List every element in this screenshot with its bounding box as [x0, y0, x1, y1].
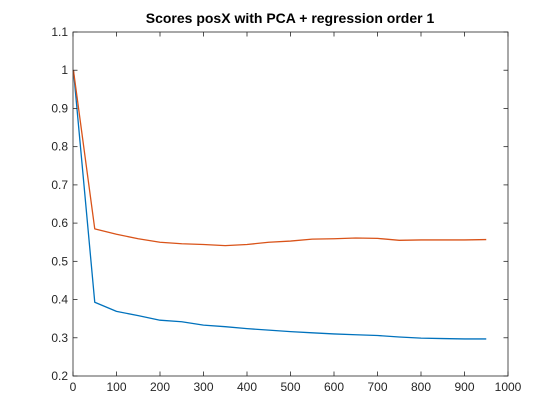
- series-2-point: [311, 238, 314, 241]
- series-1-point: [115, 310, 118, 313]
- series-2-point: [180, 242, 183, 245]
- series-2-line: [72, 70, 487, 247]
- series-1-point: [224, 325, 227, 328]
- x-tick-label: 800: [411, 380, 431, 394]
- series-1-point: [311, 331, 314, 334]
- series-1-point: [485, 337, 488, 340]
- series-2-point: [354, 237, 357, 240]
- series-2-point: [289, 240, 292, 243]
- series-1-point: [463, 337, 466, 340]
- series-2-point: [137, 237, 140, 240]
- series-2-point: [202, 243, 205, 246]
- series-1-point: [159, 319, 162, 322]
- series-1-point: [420, 337, 423, 340]
- plot-area: [73, 32, 508, 376]
- y-tick-label: 1: [61, 63, 68, 77]
- series-1-point: [441, 337, 444, 340]
- series-2-point: [398, 239, 401, 242]
- x-tick-label: 1000: [495, 380, 522, 394]
- series-1-point: [202, 324, 205, 327]
- series-2-point: [420, 238, 423, 241]
- series-1-line: [72, 70, 487, 340]
- x-tick-label: 500: [280, 380, 300, 394]
- y-tick-label: 0.7: [51, 178, 68, 192]
- chart-title: Scores posX with PCA + regression order …: [146, 10, 435, 26]
- series-2-point: [333, 237, 336, 240]
- series-2-point: [267, 241, 270, 244]
- x-tick-label: 400: [237, 380, 257, 394]
- series-1-point: [289, 330, 292, 333]
- y-tick-label: 0.6: [51, 216, 68, 230]
- series-2-point: [463, 238, 466, 241]
- x-tick-label: 600: [324, 380, 344, 394]
- series-1-point: [376, 334, 379, 337]
- x-tick-label: 0: [70, 380, 77, 394]
- x-tick-label: 200: [150, 380, 170, 394]
- series-2-point: [485, 238, 488, 241]
- series-2-point: [441, 238, 444, 241]
- series-1-point: [137, 314, 140, 317]
- series-2-point: [246, 243, 249, 246]
- x-tick-label: 700: [367, 380, 387, 394]
- series-1-point: [246, 327, 249, 330]
- y-tick-label: 0.4: [51, 293, 68, 307]
- y-tick-label: 0.8: [51, 140, 68, 154]
- series-2-point: [93, 227, 96, 230]
- y-tick-label: 0.3: [51, 331, 68, 345]
- series-1-point: [93, 301, 96, 304]
- x-tick-label: 100: [106, 380, 126, 394]
- y-tick-label: 0.9: [51, 101, 68, 115]
- series-1-point: [267, 329, 270, 332]
- series-2-point: [115, 233, 118, 236]
- y-tick-label: 1.1: [51, 25, 68, 39]
- series-2-point: [376, 237, 379, 240]
- series-1-point: [354, 333, 357, 336]
- series-1-point: [333, 332, 336, 335]
- x-tick-label: 900: [454, 380, 474, 394]
- series-2-point: [159, 241, 162, 244]
- x-tick-label: 300: [193, 380, 213, 394]
- y-tick-label: 0.2: [51, 369, 68, 383]
- series-2-point: [224, 244, 227, 247]
- series-1-point: [180, 320, 183, 323]
- series-1-point: [398, 336, 401, 339]
- y-tick-label: 0.5: [51, 254, 68, 268]
